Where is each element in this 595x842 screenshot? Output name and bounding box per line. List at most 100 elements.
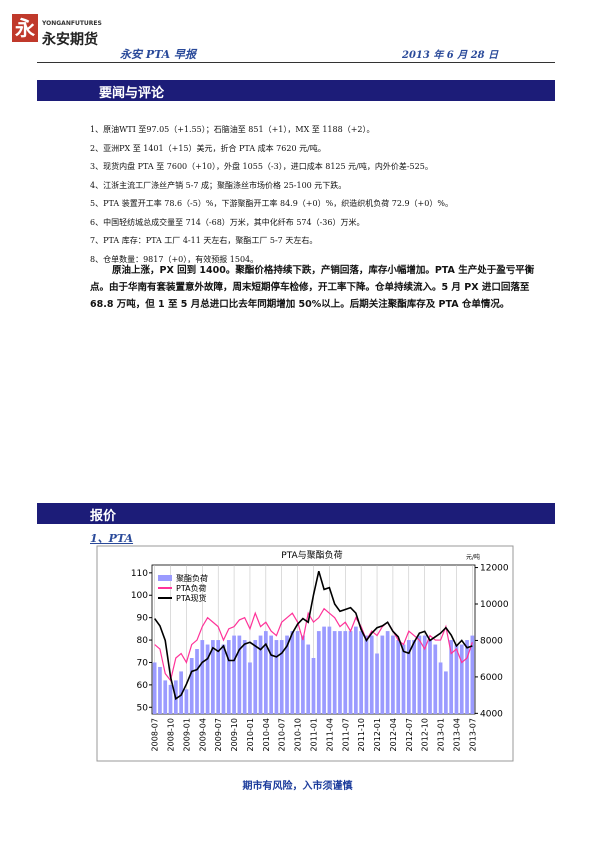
bar bbox=[438, 662, 443, 714]
x-tick-label: 2011-10 bbox=[357, 718, 366, 751]
x-tick-label: 2009-04 bbox=[198, 718, 207, 751]
bar bbox=[200, 640, 205, 714]
bar bbox=[364, 635, 369, 714]
bar bbox=[369, 635, 374, 714]
bar bbox=[322, 626, 326, 714]
bar bbox=[417, 635, 422, 714]
bar bbox=[295, 631, 300, 714]
news-item: 8、仓单数量：9817（+0），有效预报 1504。 bbox=[90, 254, 259, 264]
x-tick-label: 2008-07 bbox=[151, 718, 160, 751]
bar bbox=[195, 649, 199, 714]
y2-tick-label: 4000 bbox=[480, 709, 503, 719]
x-tick-label: 2009-07 bbox=[214, 718, 223, 751]
bar bbox=[237, 635, 242, 714]
bar bbox=[449, 640, 454, 714]
logo-mark: 永 bbox=[12, 14, 38, 42]
y-tick-label: 70 bbox=[137, 658, 149, 668]
x-tick-label: 2012-01 bbox=[373, 718, 382, 751]
section-title: 要闻与评论 bbox=[99, 86, 165, 101]
line bbox=[154, 570, 473, 701]
bar bbox=[211, 640, 215, 714]
bar bbox=[348, 631, 353, 714]
bar bbox=[380, 635, 385, 714]
x-tick-label: 2013-07 bbox=[468, 718, 477, 751]
x-tick-label: 2012-10 bbox=[421, 718, 430, 751]
x-tick-label: 2011-01 bbox=[310, 718, 319, 751]
bar bbox=[354, 626, 358, 714]
x-tick-label: 2010-04 bbox=[262, 718, 271, 751]
line bbox=[154, 607, 473, 682]
bar bbox=[158, 666, 162, 714]
bar bbox=[375, 653, 379, 714]
bar bbox=[444, 671, 448, 714]
bar bbox=[391, 635, 395, 714]
legend-label: PTA现货 bbox=[176, 593, 207, 603]
bar bbox=[269, 635, 273, 714]
bar bbox=[422, 635, 427, 714]
section-bar: 报价 bbox=[37, 503, 555, 524]
comment: 原油上涨，PX 回到 1400。聚酯价格持续下跌，产销回落，库存小幅增加。PTA… bbox=[90, 265, 535, 310]
bar bbox=[232, 635, 236, 714]
bar bbox=[221, 644, 226, 714]
y-tick-label: 110 bbox=[131, 569, 148, 579]
bar bbox=[359, 631, 364, 714]
header-rule bbox=[37, 62, 555, 63]
logo-cn: 永安期货 bbox=[42, 32, 98, 48]
legend-label: PTA负荷 bbox=[176, 583, 207, 593]
news-item: 2、亚洲PX 至 1401（+15）美元，折合 PTA 成本 7620 元/吨。 bbox=[90, 143, 326, 153]
y-tick-label: 50 bbox=[137, 703, 149, 713]
x-tick-label: 2012-07 bbox=[405, 718, 414, 751]
y-tick-label: 80 bbox=[137, 636, 149, 646]
chart-title: PTA与聚酯负荷 bbox=[281, 549, 342, 561]
bar bbox=[168, 684, 173, 714]
x-tick-label: 2012-04 bbox=[389, 718, 398, 751]
bar bbox=[189, 657, 194, 714]
x-tick-label: 2011-07 bbox=[341, 718, 350, 751]
bar bbox=[248, 662, 252, 714]
x-tick-label: 2013-01 bbox=[437, 718, 446, 751]
bar bbox=[163, 680, 168, 714]
bar bbox=[226, 640, 231, 714]
x-tick-label: 2013-04 bbox=[452, 718, 461, 751]
bar bbox=[412, 640, 416, 714]
bar bbox=[311, 657, 316, 714]
report-date: 2013 年 6 月 28 日 bbox=[402, 50, 499, 61]
news-item: 7、PTA 库存：PTA 工厂 4-11 天左右，聚酯工厂 5-7 天左右。 bbox=[90, 236, 318, 245]
bar bbox=[338, 631, 342, 714]
x-tick-label: 2008-10 bbox=[167, 718, 176, 751]
x-tick-label: 2011-04 bbox=[325, 718, 334, 751]
bar bbox=[242, 640, 247, 714]
bar bbox=[179, 671, 183, 714]
bar bbox=[253, 640, 258, 714]
bar bbox=[263, 631, 268, 714]
bar bbox=[332, 631, 337, 714]
logo-en: YONGANFUTURES bbox=[42, 20, 102, 27]
bar bbox=[205, 644, 210, 714]
y2-unit: 元/吨 bbox=[466, 553, 480, 561]
y2-tick-label: 12000 bbox=[480, 564, 509, 574]
news-item: 1、原油WTI 至97.05（+1.55）；石脑油至 851（+1），MX 至 … bbox=[90, 125, 375, 134]
legend-label: 聚酯负荷 bbox=[176, 573, 208, 583]
bar bbox=[279, 640, 284, 714]
report-title: 永安 PTA 早报 bbox=[120, 48, 197, 61]
bar bbox=[343, 631, 348, 714]
bar bbox=[459, 644, 464, 714]
bar bbox=[285, 635, 289, 714]
y-tick-label: 60 bbox=[137, 681, 149, 691]
x-tick-label: 2009-10 bbox=[230, 718, 239, 751]
x-tick-label: 2009-01 bbox=[182, 718, 191, 751]
bar bbox=[184, 689, 189, 714]
news-item: 5、PTA 装置开工率 78.6（-5）%，下游聚酯开工率 84.9（+0）%，… bbox=[90, 199, 453, 208]
section-bar: 要闻与评论 bbox=[37, 80, 555, 101]
bar bbox=[152, 662, 157, 714]
bar bbox=[401, 644, 406, 714]
bar bbox=[258, 635, 263, 714]
y2-tick-label: 10000 bbox=[480, 600, 509, 610]
bar bbox=[216, 640, 221, 714]
bar bbox=[306, 644, 311, 714]
bar bbox=[396, 640, 401, 714]
news-item: 4、江浙主流工厂涤丝产销 5-7 成；聚酯涤丝市场价格 25-100 元下跌。 bbox=[90, 180, 347, 190]
subsection-title: 1、PTA bbox=[90, 532, 134, 545]
